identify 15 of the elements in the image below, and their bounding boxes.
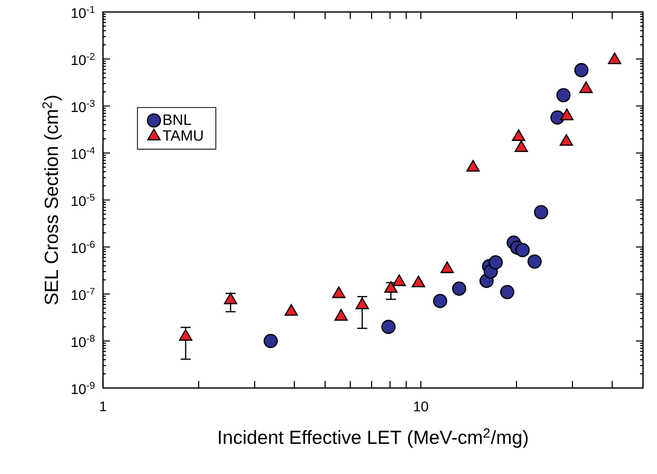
y-tick-label: 10$^{-7}$ xyxy=(72,288,94,300)
y-tick-label: 10$^{-4}$ xyxy=(72,146,95,160)
y-tick-label: 10$^{-5}$ xyxy=(72,194,95,206)
y-axis-title: SEL Cross Section (cm$^{2}$) xyxy=(42,96,62,304)
y-tick-label: 10$^{-2}$ xyxy=(72,52,94,66)
y-tick-label: 10$^{-6}$ xyxy=(72,240,95,254)
x-tick-label: 1 xyxy=(100,402,106,412)
legend-label: TAMU xyxy=(162,130,203,141)
legend-label: BNL xyxy=(164,114,192,125)
x-tick-label: 10 xyxy=(414,402,428,412)
y-tick-label: 10$^{-3}$ xyxy=(72,100,95,112)
y-tick-label: 10$^{-9}$ xyxy=(72,382,95,394)
y-tick-label: 10$^{-8}$ xyxy=(72,334,95,348)
y-tick-label: 10$^{-1}$ xyxy=(72,6,94,18)
x-axis-title: Incident Effective LET (MeV-cm$^{2}$/mg) xyxy=(218,428,528,448)
